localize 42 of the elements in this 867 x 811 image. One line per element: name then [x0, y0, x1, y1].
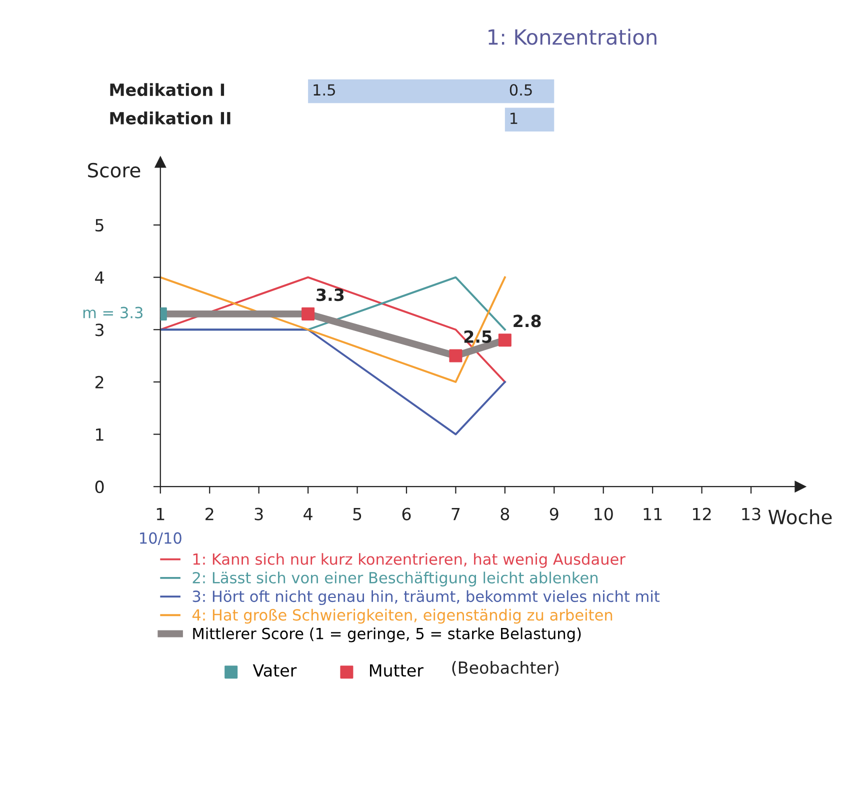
annotation: m = 3.3 — [83, 306, 143, 318]
text: 0.5 — [510, 84, 532, 96]
x-tick-label: 4 — [304, 508, 312, 520]
x-axis-title: Woche — [768, 509, 832, 524]
point — [449, 349, 462, 362]
y-tick-label: 0 — [95, 480, 104, 494]
x-tick-label: 7 — [452, 508, 460, 520]
point — [498, 334, 512, 347]
y-tick-label: 4 — [95, 271, 104, 284]
x-tick-label: 3 — [254, 508, 263, 520]
x-tick-label: 13 — [742, 508, 760, 520]
legend-label: 1: Kann sich nur kurz konzentrieren, hat wenig Ausdauer — [193, 553, 626, 568]
x-tick-label: 10 — [594, 508, 613, 520]
y-tick-label: 2 — [95, 376, 104, 388]
y-axis-title: Score — [88, 162, 140, 178]
text: (Beobachter) — [452, 661, 558, 676]
point — [302, 307, 315, 320]
legend-label: 2: Lässt sich von einer Beschäftigung leicht ablenken — [192, 572, 598, 586]
legend-label: 3: Hört oft nicht genau hin, träumt, bekommt vieles nicht mit — [192, 590, 660, 606]
x-tick-label: 1 — [156, 508, 164, 520]
legend-label: Mutter — [370, 664, 424, 677]
legend-label: 4: Hat große Schwierigkeiten, eigenständig zu arbeiten — [192, 608, 612, 624]
y-tick-label: 1 — [96, 428, 104, 441]
text: Medikation II — [110, 112, 230, 124]
legend-label: Vater — [252, 664, 297, 677]
data-label: 2.8 — [514, 314, 541, 328]
legend-label: Mittlerer Score (1 = geringe, 5 = starke Belastung) — [193, 627, 581, 642]
x-tick-label: 11 — [644, 508, 662, 520]
x-tick-label: 12 — [693, 508, 711, 520]
text: Medikation I — [110, 83, 224, 96]
y-tick-label: 5 — [96, 219, 104, 232]
text: 1 — [510, 112, 518, 124]
x-tick-label: 6 — [402, 508, 411, 520]
text: 1.5 — [314, 84, 335, 96]
text: 10/10 — [140, 532, 182, 546]
x-tick-label: 2 — [206, 508, 214, 520]
x-tick-label: 8 — [500, 508, 510, 520]
text: 1: Konzentration — [488, 28, 656, 45]
x-tick-label: 9 — [550, 508, 558, 520]
x-tick-label: 5 — [353, 508, 362, 520]
data-label: 3.3 — [316, 288, 344, 302]
y-tick-label: 3 — [96, 324, 104, 336]
